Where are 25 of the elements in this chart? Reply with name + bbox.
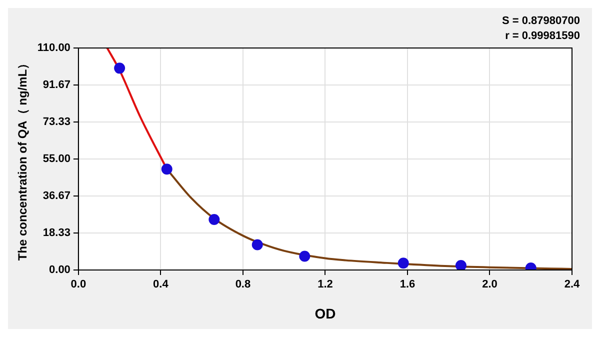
text: S = 0.87980700 bbox=[502, 14, 580, 29]
x-tick-label: 2.4 bbox=[564, 278, 581, 291]
x-tick-label: 0.8 bbox=[235, 278, 251, 291]
point bbox=[208, 214, 220, 226]
point bbox=[161, 164, 172, 175]
point bbox=[114, 62, 126, 74]
y-tick-label: 36.67 bbox=[42, 190, 70, 202]
y-tick-label: 18.33 bbox=[42, 227, 70, 240]
y-tick-label: 55.00 bbox=[42, 153, 70, 166]
x-tick-label: 1.6 bbox=[400, 278, 416, 291]
x-tick-label: 2.0 bbox=[482, 278, 498, 291]
point bbox=[455, 260, 466, 270]
point bbox=[398, 258, 409, 269]
y-tick-label: 110.00 bbox=[37, 42, 70, 54]
x-axis-title: OD bbox=[314, 305, 336, 322]
y-axis-title: The concentration of QA（ ng/mL） bbox=[16, 57, 30, 261]
point bbox=[299, 250, 310, 262]
y-tick-label: 0.00 bbox=[49, 264, 70, 276]
y-tick-label: 91.67 bbox=[42, 79, 70, 92]
x-tick-label: 0.4 bbox=[153, 278, 170, 291]
x-tick-label: 1.2 bbox=[318, 278, 333, 291]
y-tick-label: 73.33 bbox=[42, 116, 70, 128]
x-tick-label: 0.0 bbox=[70, 278, 86, 291]
text: r = 0.99981590 bbox=[504, 29, 580, 44]
point bbox=[252, 239, 263, 250]
